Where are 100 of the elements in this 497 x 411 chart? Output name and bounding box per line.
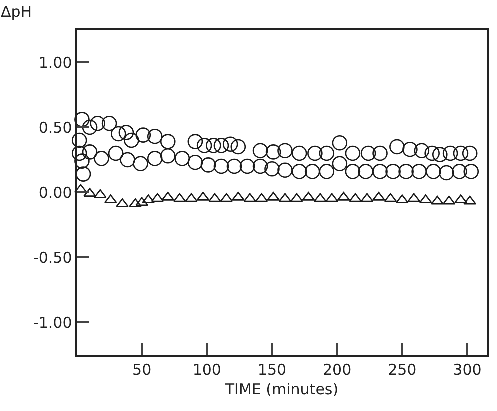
point [439,165,454,181]
point [319,146,335,162]
point [442,196,456,205]
point [314,193,327,202]
point [208,193,222,202]
point [136,128,152,143]
x-tick-label: 250 [388,360,417,379]
point [206,138,222,154]
point [278,162,293,178]
point [278,143,293,159]
point [118,125,134,140]
point [345,164,361,180]
point [290,193,304,202]
point [230,139,246,155]
y-tick-label: -1.00 [33,314,72,332]
point [386,164,401,180]
point [90,116,106,132]
point [94,151,110,166]
x-tick-label: 300 [453,360,482,379]
point [292,164,308,180]
point [360,146,376,162]
point [372,164,388,180]
point [185,193,198,202]
x-axis-title: TIME (minutes) [224,380,339,398]
point [372,146,388,162]
point [252,158,268,174]
point [442,146,458,162]
point [244,193,257,202]
point [464,164,480,180]
point [120,152,136,168]
point [226,158,242,174]
point [408,193,421,202]
point [292,146,308,162]
point [76,166,92,182]
point [414,143,430,159]
y-tick-label: -0.50 [33,248,72,267]
point [412,164,427,180]
point [426,164,442,180]
point [214,138,230,154]
point [173,193,186,202]
point [240,158,256,174]
point [72,132,88,148]
point [74,154,90,169]
point [222,136,238,152]
point [431,196,444,205]
point [136,197,148,206]
point [266,144,282,160]
x-tick-label: 50 [132,360,152,379]
point [264,161,280,177]
point [188,134,204,150]
point [384,193,398,202]
point [151,193,164,202]
point [124,132,140,148]
point [252,143,268,159]
y-tick-label: 0.00 [38,184,72,202]
point [432,147,448,162]
x-tick-label: 150 [258,360,287,379]
point [452,164,468,180]
point [133,156,148,172]
point [94,189,107,198]
point [332,156,348,172]
point [111,126,126,142]
point [278,193,292,202]
y-tick-label: 1.00 [38,54,72,72]
point [402,142,418,158]
point [196,138,212,154]
x-tick-label: 100 [192,360,222,379]
point [464,196,476,205]
point [147,128,163,144]
point [160,134,176,150]
y-tick-label: 0.50 [38,118,72,137]
point [360,193,374,202]
point [82,144,98,160]
point [326,193,339,202]
point [255,193,268,202]
point [332,135,348,151]
y-axis-title: ΔpH [1,3,32,21]
point [349,193,362,202]
point [358,164,374,180]
point [304,164,320,180]
point [82,120,98,136]
point [102,116,118,132]
point [398,164,414,180]
point [174,151,190,166]
point [200,158,216,173]
point [72,146,88,162]
point [220,193,234,202]
point [74,112,90,128]
point [147,151,163,166]
point [188,154,204,170]
point [308,146,323,162]
x-tick-label: 200 [323,360,352,379]
point [319,164,335,180]
point [390,139,405,155]
point [462,146,478,162]
point [214,158,230,174]
point [453,146,469,162]
point [424,146,440,162]
point [345,146,361,162]
point [108,146,124,162]
